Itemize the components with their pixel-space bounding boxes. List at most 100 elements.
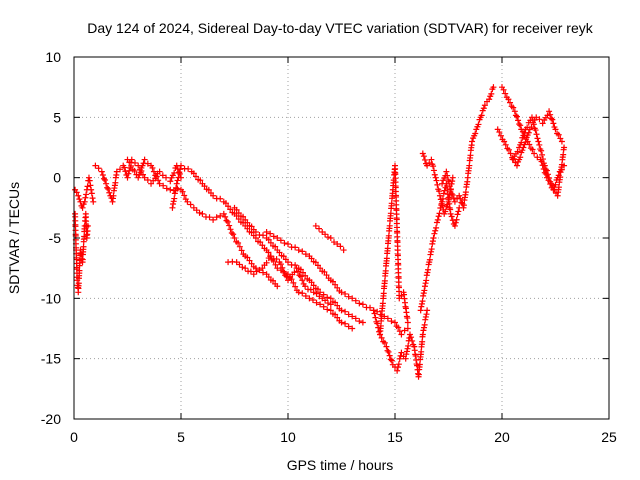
data-point — [430, 235, 437, 241]
data-point — [95, 165, 102, 172]
data-point — [418, 303, 425, 310]
y-tick-label: 5 — [53, 109, 61, 125]
data-point — [449, 174, 456, 181]
data-point — [539, 156, 546, 163]
data-point — [285, 277, 291, 284]
data-point — [437, 196, 444, 203]
data-point — [488, 90, 495, 97]
data-point — [396, 328, 403, 335]
data-point — [334, 241, 341, 248]
data-point — [378, 334, 385, 341]
data-point — [542, 166, 549, 173]
data-point — [427, 251, 434, 258]
data-point — [312, 222, 319, 229]
data-point — [236, 243, 243, 250]
data-point — [472, 130, 479, 137]
data-point — [557, 135, 564, 142]
data-point — [534, 154, 541, 161]
data-point — [539, 151, 546, 158]
data-point — [124, 174, 131, 181]
data-point — [402, 355, 409, 362]
data-point — [297, 273, 304, 280]
data-point — [447, 210, 454, 217]
data-point — [190, 170, 197, 177]
data-point — [458, 199, 465, 206]
data-point — [420, 290, 427, 297]
data-point — [432, 174, 439, 181]
data-point — [79, 204, 86, 211]
data-point — [539, 120, 546, 127]
data-point — [160, 182, 167, 189]
y-tick-label: -20 — [41, 411, 61, 427]
data-point — [338, 289, 345, 296]
data-point — [516, 121, 523, 128]
data-point — [239, 264, 246, 271]
data-point — [187, 201, 194, 208]
data-point — [505, 96, 512, 103]
data-point — [345, 293, 352, 300]
data-point — [421, 324, 428, 331]
data-point — [308, 255, 315, 262]
y-axis-label: SDTVAR / TECUs — [6, 182, 22, 294]
data-point — [178, 162, 184, 169]
series-sat-k — [377, 162, 411, 338]
data-point — [398, 349, 405, 356]
data-point — [196, 209, 203, 216]
data-point — [534, 135, 541, 142]
data-point — [401, 327, 408, 334]
data-point — [302, 272, 309, 279]
data-point — [376, 328, 383, 335]
data-point — [277, 261, 284, 268]
data-point — [510, 104, 517, 111]
data-point — [267, 230, 274, 237]
data-point — [396, 355, 403, 362]
data-point — [248, 260, 255, 267]
data-point — [141, 156, 148, 163]
data-point — [352, 315, 359, 322]
y-tick-label: -5 — [49, 230, 62, 246]
data-point — [273, 256, 280, 263]
data-point — [263, 259, 270, 266]
data-point — [73, 189, 80, 196]
data-point — [244, 219, 251, 226]
data-point — [422, 316, 429, 323]
data-point — [388, 318, 395, 325]
data-point — [334, 314, 341, 321]
data-point — [193, 207, 200, 214]
data-point — [223, 217, 230, 224]
data-point — [455, 208, 462, 215]
data-point — [448, 213, 455, 220]
data-point — [150, 168, 157, 175]
data-point — [257, 239, 264, 246]
data-point — [274, 283, 281, 290]
y-tick-label: 10 — [45, 49, 61, 65]
data-point — [321, 268, 328, 275]
data-point — [388, 357, 395, 364]
data-point — [113, 168, 120, 175]
data-point — [163, 174, 170, 181]
data-point — [270, 277, 277, 284]
data-point — [277, 237, 284, 244]
data-point — [299, 290, 306, 297]
data-point — [428, 156, 435, 163]
data-point — [327, 295, 334, 302]
data-point — [128, 162, 135, 169]
data-point — [131, 167, 138, 174]
data-point — [104, 184, 111, 191]
data-point — [422, 280, 429, 287]
data-point — [466, 162, 473, 169]
data-point — [374, 320, 381, 327]
data-point — [419, 298, 426, 305]
data-point — [426, 256, 433, 263]
data-point — [144, 176, 151, 183]
data-point — [509, 156, 516, 163]
data-point — [84, 228, 91, 235]
data-point — [387, 356, 394, 363]
data-point — [424, 269, 431, 276]
data-point — [544, 112, 551, 119]
data-point — [386, 352, 393, 359]
data-point — [497, 132, 504, 139]
data-point — [500, 86, 507, 93]
data-point — [292, 262, 299, 269]
